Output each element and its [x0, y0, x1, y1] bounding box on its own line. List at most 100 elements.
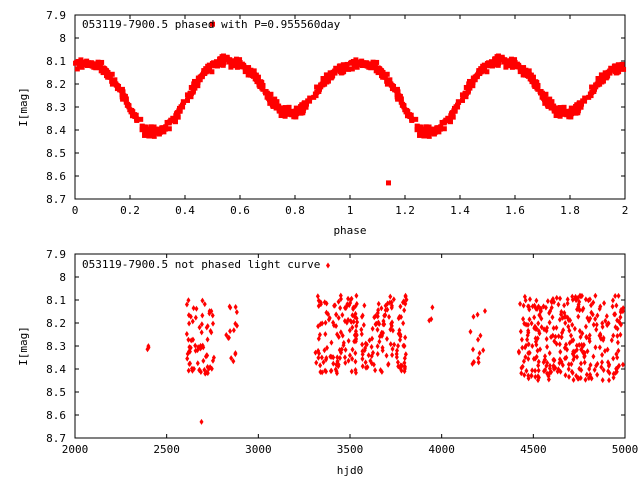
phased-data-point — [197, 74, 203, 80]
unphased-data-point — [617, 318, 622, 325]
unphased-data-point — [578, 333, 583, 340]
unphased-data-point — [527, 316, 532, 323]
phased-y-tick-label: 8.3 — [46, 101, 66, 114]
unphased-data-point — [402, 365, 407, 372]
unphased-data-point — [468, 328, 473, 335]
phased-data-point — [258, 82, 264, 88]
unphased-data-point — [482, 307, 487, 314]
unphased-data-point — [373, 321, 378, 328]
phased-panel: 0 0.2 0.4 0.6 0.8 1 1.2 1.4 1.6 1.8 2 7.9 8 8.1 8.2 8.3… — [17, 9, 628, 237]
unphased-data-point — [572, 348, 577, 355]
unphased-data-point — [193, 347, 198, 354]
unphased-data-point — [552, 366, 557, 373]
unphased-data-point — [609, 337, 614, 344]
unphased-data-point — [351, 318, 356, 325]
unphased-data-point — [527, 349, 532, 356]
unphased-data-point — [350, 346, 355, 353]
unphased-data-point — [523, 354, 528, 361]
phased-data-point — [251, 68, 257, 74]
phased-outlier-point — [210, 21, 215, 27]
unphased-data-point — [324, 309, 329, 316]
phased-y-tick-label: 8.7 — [46, 193, 66, 206]
phased-y-tick-label: 8.4 — [46, 124, 66, 137]
unphased-data-point — [340, 332, 345, 339]
unphased-data-point — [210, 312, 215, 319]
unphased-data-point — [518, 328, 523, 335]
unphased-data-point — [547, 310, 552, 317]
phased-data-point — [328, 75, 334, 81]
unphased-data-point — [319, 354, 324, 361]
unphased-y-tick-label: 7.9 — [46, 248, 66, 261]
phased-data-point — [557, 110, 563, 116]
phased-data-point — [372, 64, 378, 70]
phased-data-point — [107, 73, 113, 79]
unphased-data-point — [522, 372, 527, 379]
unphased-data-point — [521, 358, 526, 365]
unphased-data-point — [558, 295, 563, 302]
phased-data-point — [267, 100, 273, 106]
unphased-data-point — [336, 314, 341, 321]
unphased-data-point — [384, 352, 389, 359]
phased-data-point — [552, 107, 558, 113]
unphased-data-point — [352, 313, 357, 320]
phased-data-point — [530, 74, 536, 80]
unphased-data-point — [375, 313, 380, 320]
phased-data-point — [545, 97, 551, 103]
unphased-data-point — [529, 320, 534, 327]
phased-y-tick-label: 8.5 — [46, 147, 66, 160]
unphased-data-point — [231, 358, 236, 365]
unphased-data-point — [521, 316, 526, 323]
unphased-data-point — [360, 355, 365, 362]
unphased-data-point — [376, 307, 381, 314]
phased-data-point — [311, 94, 317, 100]
unphased-data-point — [403, 334, 408, 341]
unphased-data-point — [350, 355, 355, 362]
unphased-data-point — [558, 348, 563, 355]
phased-y-tick-label: 8.1 — [46, 55, 66, 68]
unphased-data-point — [526, 375, 531, 382]
unphased-data-point — [335, 354, 340, 361]
unphased-y-axis-label: I[mag] — [17, 326, 30, 366]
unphased-data-point — [206, 365, 211, 372]
phased-data-point — [312, 91, 318, 97]
phased-data-point — [282, 110, 288, 116]
unphased-data-point — [536, 367, 541, 374]
phased-data-point — [276, 103, 282, 109]
phased-data-point — [540, 93, 546, 99]
phased-data-point — [172, 119, 178, 125]
unphased-data-point — [614, 351, 619, 358]
unphased-data-point — [553, 333, 558, 340]
unphased-data-point — [347, 327, 352, 334]
phased-data-point — [501, 59, 507, 65]
unphased-data-point — [359, 326, 364, 333]
unphased-data-point — [343, 359, 348, 366]
phased-data-point — [320, 76, 326, 82]
unphased-data-point — [188, 344, 193, 351]
unphased-data-point — [524, 342, 529, 349]
phased-data-point — [197, 77, 203, 83]
phased-data-point — [548, 102, 554, 108]
unphased-data-point — [575, 375, 580, 382]
unphased-data-point — [477, 350, 482, 357]
unphased-data-point — [565, 300, 570, 307]
unphased-data-point — [536, 328, 541, 335]
unphased-data-point — [615, 332, 620, 339]
phased-data-point — [407, 113, 413, 119]
phased-data-point — [168, 117, 174, 123]
phased-outlier-point — [386, 180, 391, 186]
unphased-data-point — [597, 344, 602, 351]
phased-data-point — [568, 105, 574, 111]
unphased-data-point — [557, 341, 562, 348]
unphased-data-point — [200, 297, 205, 304]
phased-data-point — [120, 92, 126, 98]
unphased-data-point — [566, 373, 571, 380]
unphased-data-point — [529, 372, 534, 379]
unphased-data-point — [396, 342, 401, 349]
unphased-x-tick-label: 4000 — [428, 443, 455, 456]
unphased-data-point — [595, 312, 600, 319]
unphased-data-point — [369, 343, 374, 350]
unphased-data-point — [530, 367, 535, 374]
unphased-data-point — [190, 336, 195, 343]
phased-data-point — [225, 56, 231, 62]
unphased-x-tick-label: 3500 — [337, 443, 364, 456]
